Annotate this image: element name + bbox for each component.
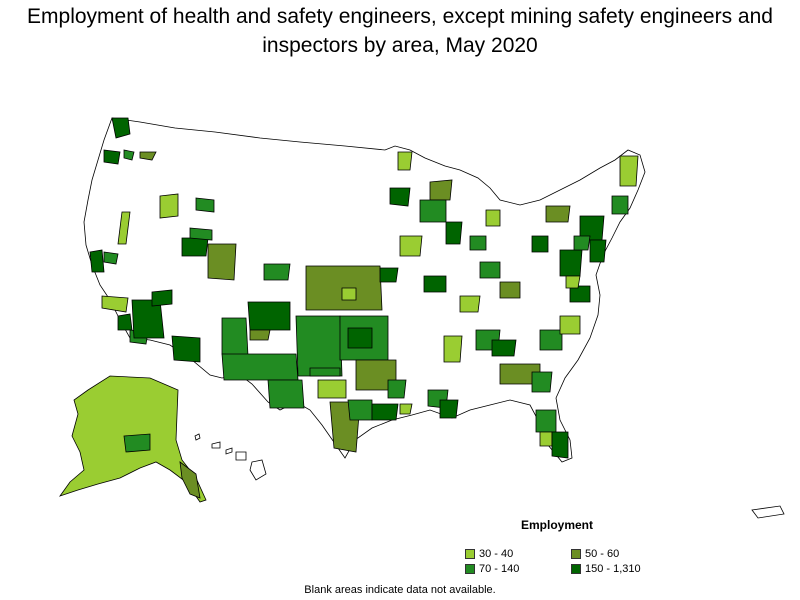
hawaii xyxy=(194,433,267,481)
puerto-rico xyxy=(751,505,785,519)
region-c1 xyxy=(459,295,481,313)
legend-swatch xyxy=(571,564,581,574)
region-c4 xyxy=(423,275,447,293)
region-c2 xyxy=(499,281,521,299)
region-c1 xyxy=(397,151,413,171)
legend-item-150-1310: 150 - 1,310 xyxy=(571,563,641,575)
region-c4 xyxy=(445,221,463,245)
legend-swatch xyxy=(465,549,475,559)
region-c1 xyxy=(117,211,131,245)
region-c1 xyxy=(399,235,423,257)
region-c4 xyxy=(347,327,373,349)
region-c4 xyxy=(559,249,583,277)
legend-title: Employment xyxy=(521,518,594,532)
region-c2 xyxy=(249,329,271,341)
region-c3 xyxy=(531,371,553,393)
legend-label: 150 - 1,310 xyxy=(585,563,641,575)
region-c4 xyxy=(171,335,201,363)
region-c1 xyxy=(399,403,413,415)
region-c3 xyxy=(195,197,215,213)
region-c3 xyxy=(103,251,119,265)
region-c3 xyxy=(267,379,305,409)
region-c3 xyxy=(387,379,407,399)
region-c3 xyxy=(573,235,591,251)
legend-label: 50 - 60 xyxy=(585,548,620,560)
region-c3 xyxy=(221,317,249,357)
region-c1 xyxy=(443,335,463,363)
hawaii-island xyxy=(249,459,267,481)
region-c3 xyxy=(123,149,135,161)
legend-swatch xyxy=(465,564,475,574)
contiguous-us xyxy=(83,117,646,463)
map-title: Employment of health and safety engineer… xyxy=(27,5,773,57)
legend-label: 30 - 40 xyxy=(479,548,514,560)
region-c1 xyxy=(317,379,347,399)
region-c2 xyxy=(179,461,201,499)
legend-label: 70 - 140 xyxy=(479,563,520,575)
region-c4 xyxy=(103,149,121,165)
region-c3 xyxy=(419,199,447,223)
region-c1 xyxy=(101,295,129,313)
region-c3 xyxy=(263,263,291,281)
region-c4 xyxy=(491,339,517,357)
region-c4 xyxy=(131,299,165,339)
region-c3 xyxy=(221,353,299,381)
legend-item-50-60: 50 - 60 xyxy=(571,548,619,560)
region-c2 xyxy=(545,205,571,223)
region-c3 xyxy=(611,195,629,215)
region-c3 xyxy=(189,227,213,241)
legend-swatch xyxy=(571,549,581,559)
region-c4 xyxy=(151,289,173,307)
region-c3 xyxy=(535,409,557,433)
region-c3 xyxy=(309,367,341,377)
region-c3 xyxy=(123,433,151,453)
hawaii-island xyxy=(194,433,201,441)
region-c2 xyxy=(207,243,237,281)
hawaii-island xyxy=(211,441,221,449)
region-c1 xyxy=(341,287,357,301)
region-c3 xyxy=(295,315,343,377)
region-c1 xyxy=(619,155,639,187)
region-c2 xyxy=(429,179,453,201)
region-c4 xyxy=(247,301,291,331)
region-c4 xyxy=(181,237,209,257)
hawaii-island xyxy=(225,447,233,455)
region-c4 xyxy=(371,403,399,421)
region-c4 xyxy=(379,267,399,283)
region-c1 xyxy=(159,193,179,219)
region-c2 xyxy=(139,151,157,161)
legend-item-30-40: 30 - 40 xyxy=(465,548,513,560)
region-c3 xyxy=(539,329,563,351)
alaska xyxy=(58,375,207,503)
hawaii-island xyxy=(235,451,247,461)
region-c4 xyxy=(589,239,607,263)
region-c3 xyxy=(469,235,487,251)
puerto-rico-shape xyxy=(751,505,785,519)
region-c1 xyxy=(485,209,501,227)
region-c1 xyxy=(559,315,581,335)
region-c4 xyxy=(89,249,105,273)
region-c1 xyxy=(565,275,581,289)
region-c4 xyxy=(111,117,131,139)
region-c4 xyxy=(389,187,411,207)
region-c1 xyxy=(539,431,553,447)
legend-item-70-140: 70 - 140 xyxy=(465,563,519,575)
region-c4 xyxy=(551,431,569,459)
region-c4 xyxy=(569,285,591,303)
region-c3 xyxy=(347,399,373,421)
region-c3 xyxy=(479,261,501,279)
region-c4 xyxy=(531,235,549,253)
region-c4 xyxy=(439,399,459,419)
footnote: Blank areas indicate data not available. xyxy=(304,584,496,596)
region-c4 xyxy=(117,313,133,331)
